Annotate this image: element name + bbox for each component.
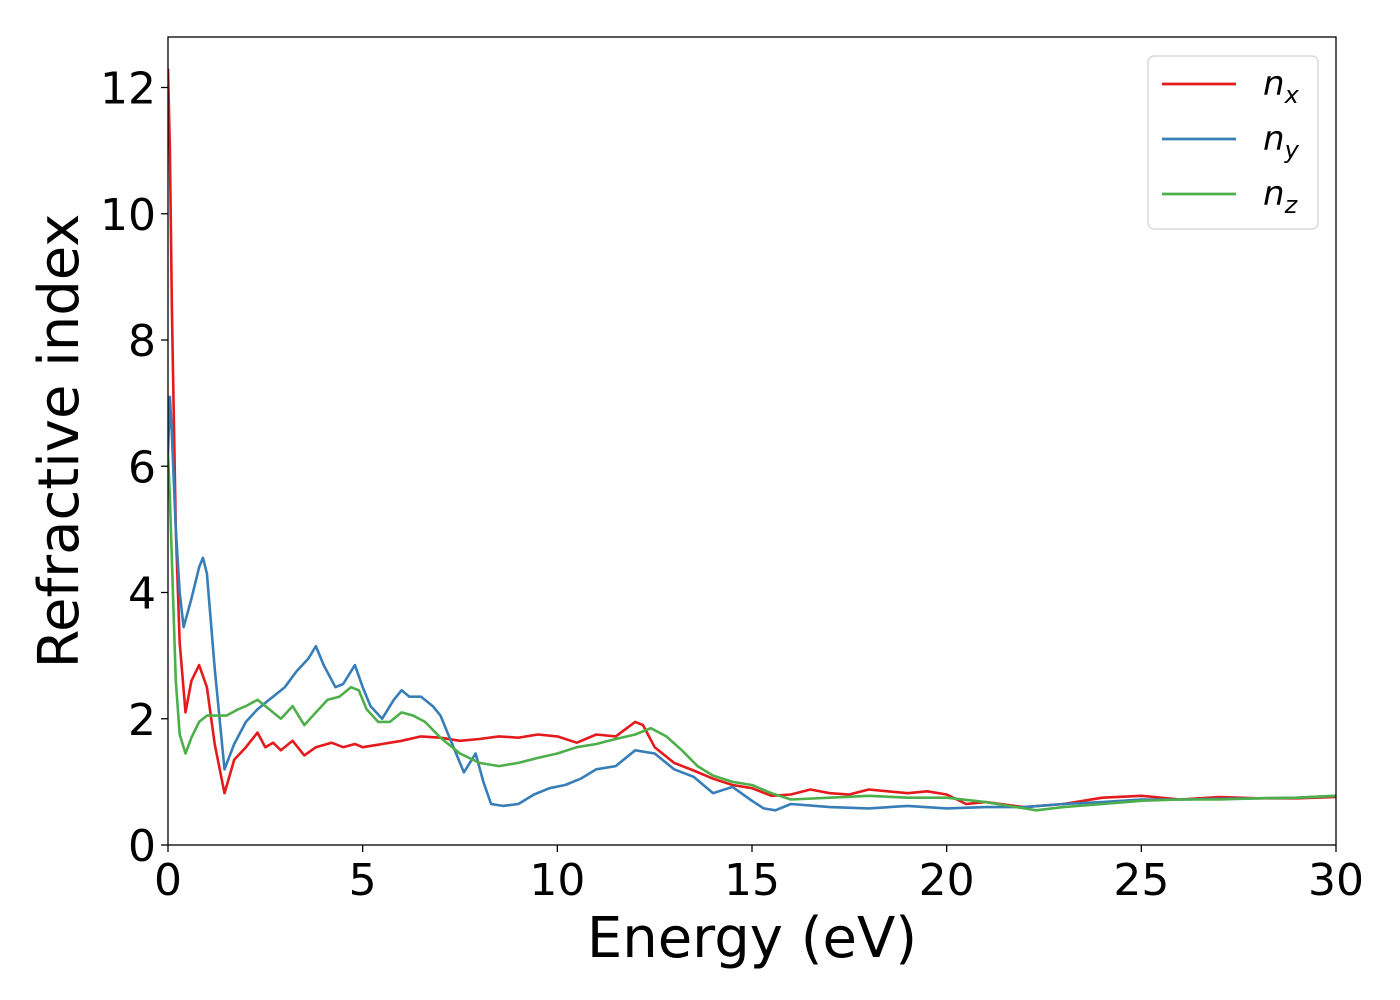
y-axis-ticks: 0 2 4 6 8 10 12 — [100, 64, 168, 872]
legend-label-y: ny — [1263, 119, 1300, 164]
y-tick-label: 2 — [128, 695, 156, 746]
legend-box — [1147, 55, 1319, 230]
y-tick-label: 0 — [128, 821, 156, 872]
x-tick-label: 25 — [1113, 855, 1169, 906]
legend-label-z: nz — [1263, 174, 1299, 219]
x-axis-ticks: 0 5 10 15 20 25 30 — [154, 845, 1364, 906]
legend: nx ny nz — [1147, 55, 1319, 230]
y-tick-label: 10 — [100, 190, 156, 241]
legend-label-x: nx — [1263, 64, 1300, 109]
series-line-y — [168, 395, 1336, 812]
y-tick-label: 8 — [128, 316, 156, 367]
x-tick-label: 10 — [529, 855, 585, 906]
y-tick-label: 4 — [128, 569, 156, 620]
x-tick-label: 15 — [724, 855, 780, 906]
plot-lines — [168, 68, 1336, 812]
series-line-z — [168, 453, 1336, 812]
y-axis-label: Refractive index — [27, 214, 92, 669]
x-tick-label: 20 — [919, 855, 975, 906]
x-tick-label: 5 — [349, 855, 377, 906]
y-tick-label: 12 — [100, 64, 156, 115]
x-tick-label: 30 — [1308, 855, 1364, 906]
y-tick-label: 6 — [128, 442, 156, 493]
x-axis-label: Energy (eV) — [587, 906, 917, 971]
x-tick-label: 0 — [154, 855, 182, 906]
